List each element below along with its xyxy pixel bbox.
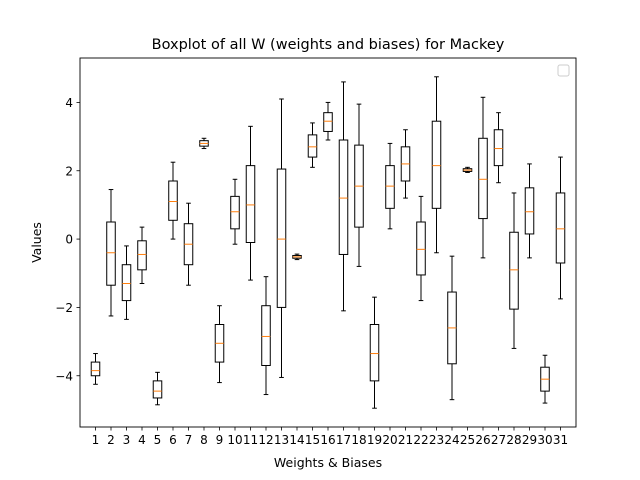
- box: [276, 168, 287, 308]
- x-tick-label: 20: [382, 433, 397, 447]
- x-tick-label: 2: [107, 433, 115, 447]
- box: [152, 380, 163, 399]
- y-axis-label: Values: [29, 222, 44, 263]
- legend-box: [557, 64, 570, 77]
- x-tick-label: 15: [305, 433, 320, 447]
- x-tick-label: 13: [274, 433, 289, 447]
- x-tick-label: 6: [169, 433, 177, 447]
- x-tick-label: 22: [413, 433, 428, 447]
- box: [106, 221, 116, 286]
- box: [90, 361, 101, 377]
- box: [509, 231, 519, 310]
- x-tick-label: 12: [258, 433, 273, 447]
- y-tick-label: −4: [55, 369, 73, 383]
- box: [416, 221, 426, 276]
- x-tick-label: 9: [216, 433, 224, 447]
- box: [230, 195, 240, 230]
- box: [369, 324, 380, 382]
- x-tick-label: 5: [154, 433, 162, 447]
- x-tick-label: 23: [429, 433, 444, 447]
- x-tick-label: 3: [123, 433, 131, 447]
- x-axis-label: Weights & Biases: [274, 455, 382, 470]
- box: [121, 264, 132, 302]
- x-tick-label: 14: [289, 433, 304, 447]
- box: [431, 120, 442, 209]
- y-tick-label: 2: [65, 164, 73, 178]
- x-tick-label: 28: [506, 433, 521, 447]
- x-tick-label: 29: [522, 433, 537, 447]
- x-tick-label: 25: [460, 433, 475, 447]
- box: [478, 137, 488, 220]
- box: [245, 165, 256, 243]
- x-tick-label: 19: [367, 433, 382, 447]
- x-tick-label: 31: [553, 433, 568, 447]
- x-tick-label: 21: [398, 433, 413, 447]
- y-tick-label: 4: [65, 96, 73, 110]
- x-tick-label: 24: [444, 433, 459, 447]
- x-tick-label: 18: [351, 433, 366, 447]
- box: [137, 240, 147, 271]
- x-tick-label: 11: [243, 433, 258, 447]
- x-tick-label: 26: [475, 433, 490, 447]
- box: [385, 165, 395, 209]
- y-tick-label: −2: [55, 301, 73, 315]
- box: [493, 129, 504, 167]
- x-tick-label: 1: [92, 433, 100, 447]
- box: [261, 305, 271, 367]
- box: [168, 180, 178, 221]
- axes-frame: [79, 57, 577, 428]
- x-tick-label: 17: [336, 433, 351, 447]
- x-tick-label: 27: [491, 433, 506, 447]
- box: [307, 134, 318, 158]
- box: [524, 187, 535, 235]
- x-tick-label: 8: [200, 433, 208, 447]
- x-tick-label: 4: [138, 433, 146, 447]
- x-tick-label: 30: [537, 433, 552, 447]
- x-tick-label: 10: [227, 433, 242, 447]
- box: [323, 112, 333, 132]
- box: [555, 192, 566, 264]
- y-tick-label: 0: [65, 233, 73, 247]
- x-tick-label: 7: [185, 433, 193, 447]
- x-tick-label: 16: [320, 433, 335, 447]
- box: [338, 139, 349, 255]
- chart-title: Boxplot of all W (weights and biases) fo…: [152, 37, 505, 53]
